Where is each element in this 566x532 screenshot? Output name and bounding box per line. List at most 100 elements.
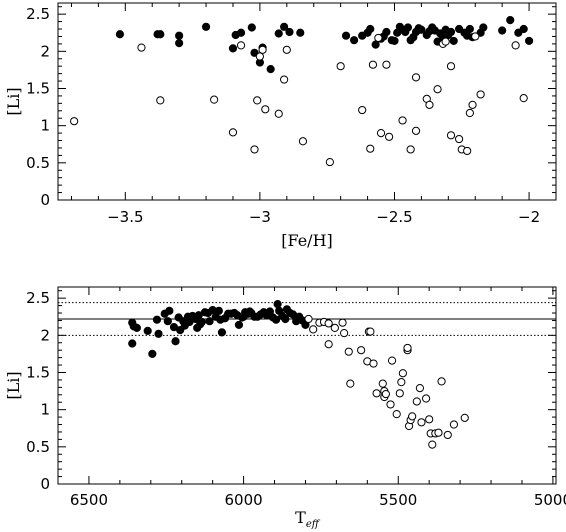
- filled-point: [390, 36, 399, 46]
- filled-point: [152, 315, 162, 324]
- open-point: [519, 94, 528, 103]
- open-point: [398, 116, 407, 125]
- open-point: [446, 131, 456, 140]
- filled-point: [247, 23, 256, 32]
- open-point: [403, 343, 412, 353]
- open-point: [415, 384, 425, 393]
- open-point: [385, 132, 394, 141]
- open-point: [210, 95, 219, 104]
- filled-point: [524, 36, 534, 46]
- tick-marks-bottom: [57, 287, 556, 485]
- y-tick-label: 2: [40, 326, 50, 344]
- open-point: [454, 134, 464, 144]
- filled-point: [156, 30, 165, 39]
- tick-marks-top: [58, 3, 557, 201]
- open-point: [449, 420, 459, 429]
- open-point: [382, 60, 391, 69]
- open-point: [324, 319, 333, 328]
- open-point: [366, 327, 375, 336]
- filled-point: [341, 31, 351, 40]
- open-point: [463, 146, 472, 156]
- filled-point: [266, 65, 275, 74]
- filled-point: [205, 317, 214, 326]
- y-tick-label: 2.5: [26, 5, 50, 23]
- open-point: [434, 428, 443, 437]
- open-point: [330, 323, 339, 332]
- open-point: [378, 379, 387, 388]
- open-point: [376, 128, 386, 138]
- open-point: [368, 60, 378, 69]
- x-axis-label-top: [Fe/H]: [281, 231, 333, 250]
- open-point: [228, 128, 238, 137]
- open-point: [443, 430, 452, 440]
- open-point: [338, 318, 347, 327]
- open-point: [411, 126, 421, 135]
- filled-point: [128, 339, 137, 348]
- open-point: [446, 62, 456, 71]
- open-point: [309, 325, 318, 334]
- filled-point: [498, 26, 507, 35]
- x-tick-label: 5500: [379, 491, 417, 509]
- x-tick-label: −2.5: [376, 208, 412, 226]
- filled-point: [446, 27, 456, 37]
- y-axis-label-top: [Li]: [4, 87, 23, 115]
- open-point: [437, 377, 446, 386]
- open-point: [433, 85, 442, 94]
- open-point: [250, 145, 259, 154]
- filled-point: [350, 36, 359, 45]
- data-points-top: [70, 15, 534, 167]
- filled-point: [143, 326, 152, 335]
- filled-point: [285, 27, 294, 37]
- filled-point: [165, 306, 174, 315]
- plot-frame-top: [57, 2, 557, 201]
- y-tick-label: 0.5: [26, 154, 50, 172]
- y-axis-label-bottom: [Li]: [4, 371, 23, 399]
- filled-point: [449, 36, 458, 46]
- fe-h-panel: −3.5 −3 −2.5 −2 0 0.5 1 1.5 2 2.5 [Fe/H] [Li]: [4, 2, 557, 250]
- y-tick-label: 1: [40, 117, 50, 135]
- filled-point: [281, 314, 290, 324]
- open-point: [156, 96, 165, 105]
- filled-point: [274, 29, 283, 38]
- filled-point: [273, 299, 282, 309]
- open-point: [392, 410, 401, 419]
- open-point: [411, 73, 421, 82]
- filled-point: [506, 15, 515, 25]
- open-point: [476, 90, 485, 99]
- open-point: [441, 37, 450, 46]
- open-point: [406, 145, 415, 154]
- tick-labels-top: −3.5 −3 −2.5 −2 0 0.5 1 1.5 2 2.5: [26, 5, 540, 226]
- open-point: [374, 33, 383, 43]
- open-point: [274, 109, 283, 118]
- open-point: [417, 418, 426, 427]
- open-point: [397, 378, 406, 387]
- open-point: [258, 45, 267, 54]
- open-point: [511, 41, 520, 50]
- open-point: [336, 62, 345, 71]
- open-point: [412, 397, 421, 406]
- x-tick-label: −2: [518, 208, 540, 226]
- filled-point: [403, 23, 413, 32]
- open-point: [304, 314, 313, 324]
- filled-point: [214, 306, 223, 315]
- filled-point: [201, 22, 211, 31]
- x-axis-label-main: T: [295, 508, 306, 527]
- open-point: [340, 328, 349, 338]
- open-point: [358, 105, 367, 115]
- open-point: [465, 108, 474, 118]
- open-point: [324, 340, 333, 349]
- x-axis-label-subscript: eff: [306, 519, 321, 530]
- y-tick-label: 2.5: [26, 289, 50, 307]
- filled-point: [465, 24, 474, 34]
- y-tick-label: 0: [40, 475, 50, 493]
- open-point: [236, 41, 246, 50]
- open-point: [253, 96, 262, 105]
- open-point: [372, 389, 381, 398]
- open-point: [381, 389, 390, 399]
- open-point: [398, 369, 407, 378]
- x-tick-label: −3: [249, 208, 271, 226]
- filled-point: [132, 323, 141, 332]
- filled-point: [271, 315, 281, 324]
